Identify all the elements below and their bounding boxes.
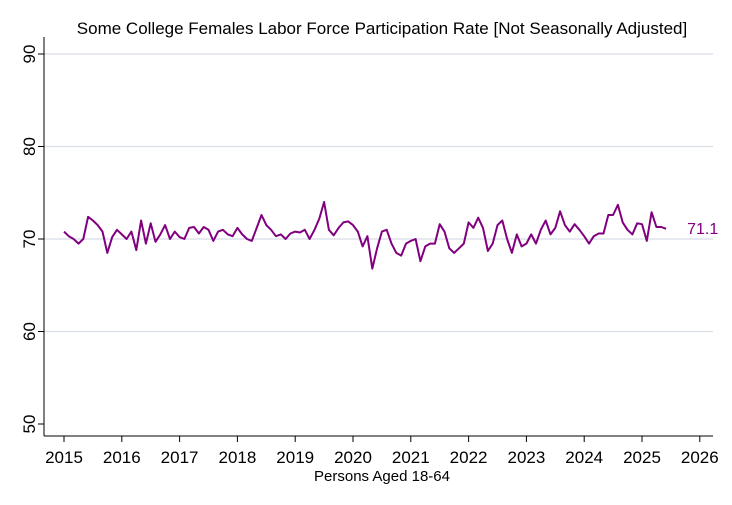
x-axis-title: Persons Aged 18-64 — [314, 468, 450, 485]
y-tick-label-60: 60 — [20, 322, 39, 341]
x-tick-label-2021: 2021 — [392, 448, 430, 467]
x-tick-label-2026: 2026 — [681, 448, 719, 467]
x-tick-label-2017: 2017 — [161, 448, 199, 467]
x-tick-label-2018: 2018 — [218, 448, 256, 467]
x-tick-label-2015: 2015 — [45, 448, 83, 467]
x-axis-ticks: 2015 2016 2017 2018 2019 2020 2021 2022 2023 2024… — [45, 436, 719, 467]
x-tick-label-2025: 2025 — [623, 448, 661, 467]
x-tick-label-2019: 2019 — [276, 448, 314, 467]
y-tick-label-70: 70 — [20, 230, 39, 249]
y-tick-label-50: 50 — [20, 415, 39, 434]
x-tick-label-2023: 2023 — [507, 448, 545, 467]
series-line — [63, 201, 667, 270]
x-tick-label-2020: 2020 — [334, 448, 372, 467]
end-value-label: 71.1 — [687, 221, 718, 238]
chart-title: Some College Females Labor Force Partici… — [77, 19, 687, 38]
y-tick-label-90: 90 — [20, 45, 39, 64]
y-tick-label-80: 80 — [20, 137, 39, 156]
x-tick-label-2016: 2016 — [103, 448, 141, 467]
x-tick-label-2024: 2024 — [565, 448, 603, 467]
y-axis-ticks: 50 60 70 80 90 — [20, 45, 44, 434]
x-tick-label-2022: 2022 — [450, 448, 488, 467]
